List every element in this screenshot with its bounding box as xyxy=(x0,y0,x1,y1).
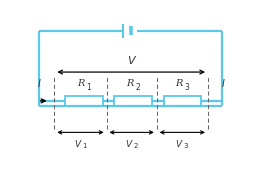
Text: V: V xyxy=(176,140,182,149)
FancyBboxPatch shape xyxy=(65,96,103,106)
Text: 3: 3 xyxy=(184,143,188,149)
Text: R: R xyxy=(77,79,84,88)
Text: R: R xyxy=(175,79,182,88)
Text: I: I xyxy=(38,78,41,88)
Text: R: R xyxy=(126,79,133,88)
Text: 3: 3 xyxy=(184,83,189,92)
Text: 2: 2 xyxy=(135,83,140,92)
Text: 1: 1 xyxy=(86,83,91,92)
Text: 2: 2 xyxy=(133,143,138,149)
Text: I: I xyxy=(221,78,224,88)
FancyBboxPatch shape xyxy=(164,96,201,106)
Text: V: V xyxy=(125,140,131,149)
Text: 1: 1 xyxy=(82,143,87,149)
Text: V: V xyxy=(74,140,80,149)
Text: V: V xyxy=(127,56,135,66)
FancyBboxPatch shape xyxy=(114,96,152,106)
